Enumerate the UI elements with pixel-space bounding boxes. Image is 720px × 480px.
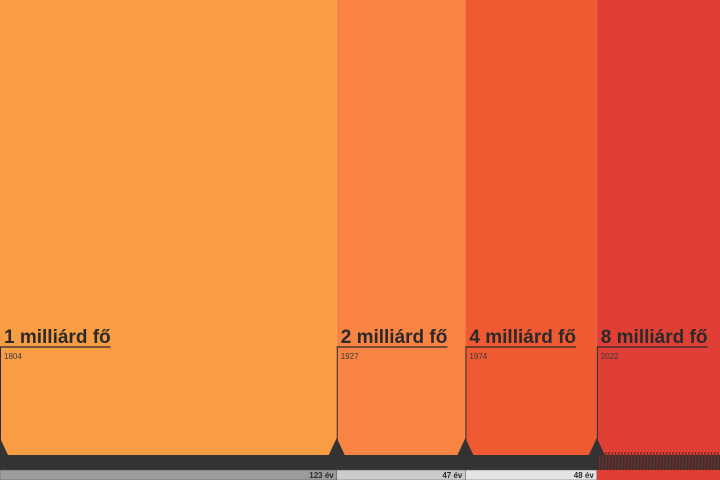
year-label: 1804 [4,352,22,361]
stripe [691,452,694,470]
stripe [662,452,665,470]
stripe [643,452,646,470]
stripe [666,452,668,470]
year-label: 1927 [341,352,359,361]
stripe [688,452,690,470]
duration-label: 123 év [309,471,334,480]
stripe [650,452,652,470]
stripe [611,452,614,470]
stripe [675,452,678,470]
milestone-label: 2 milliárd fő [341,327,448,348]
marker-triangle [328,438,345,455]
stripe [698,452,700,470]
timeline-band [0,455,720,470]
stripe [694,452,697,470]
stripe [621,452,623,470]
marker-triangle [0,438,8,455]
duration-label: 48 év [574,471,595,480]
stripe [714,452,716,470]
stripe [627,452,630,470]
stripe [608,452,610,470]
era-column [465,0,597,480]
stripe [701,452,703,470]
stripe [704,452,706,470]
marker-triangle [588,438,605,455]
stripe [634,452,636,470]
stripe [656,452,658,470]
stripe [646,452,649,470]
era-column [336,0,466,480]
stripe [624,452,626,470]
stripe [685,452,687,470]
marker-triangle [457,438,474,455]
stripe [630,452,633,470]
stripe [605,452,607,470]
milestone-label: 4 milliárd fő [469,327,576,348]
era-column [596,0,720,480]
stripe [618,452,620,470]
stripe [672,452,674,470]
stripe [669,452,671,470]
year-label: 1974 [469,352,487,361]
stripe [682,452,684,470]
stripe [598,452,601,470]
stripe [659,452,662,470]
stripe [602,452,604,470]
year-label: 2022 [601,352,619,361]
milestone-label: 8 milliárd fő [601,327,708,348]
stripe [707,452,710,470]
stripe [678,452,681,470]
stripe [637,452,639,470]
stripe [653,452,655,470]
milestone-label: 1 milliárd fő [4,327,111,348]
duration-strip [465,469,598,480]
stripe [710,452,713,470]
stripe [640,452,642,470]
era-column [0,0,337,480]
duration-strip [0,469,337,480]
stripe [614,452,617,470]
duration-label: 47 év [442,471,463,480]
stripe [717,452,719,470]
